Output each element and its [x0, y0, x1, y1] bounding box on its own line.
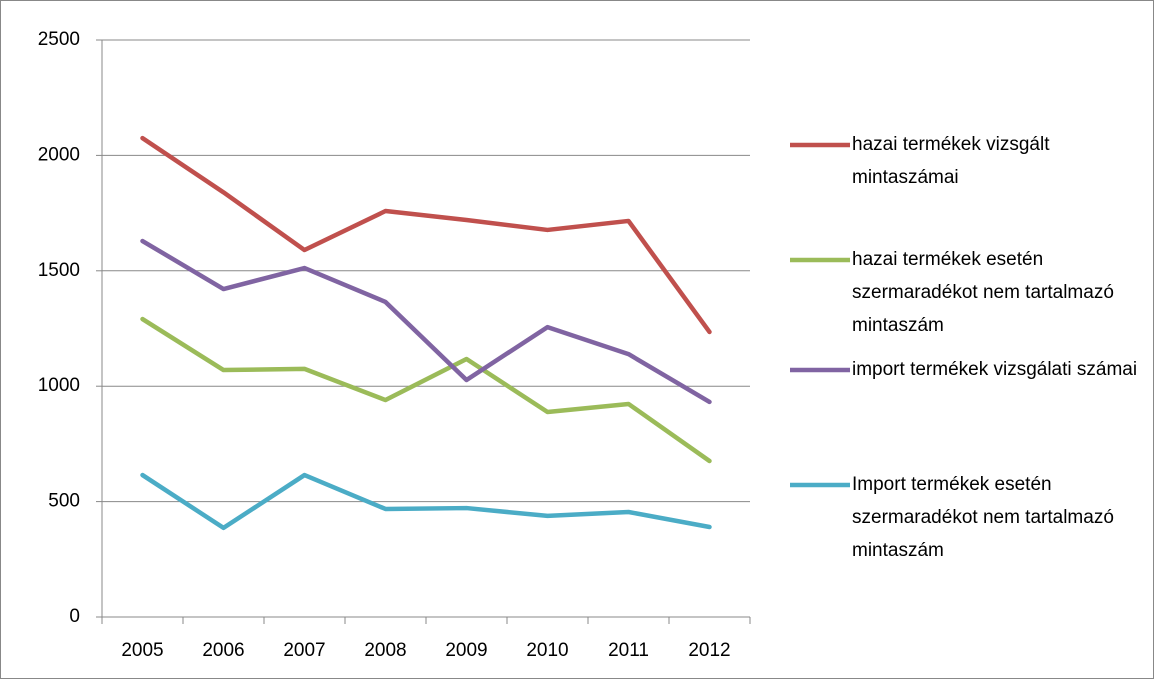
- x-tick-label: 2007: [283, 640, 325, 661]
- legend-label: Import termékek esetén szermaradékot nem…: [852, 474, 1114, 561]
- y-tick-label: 500: [48, 491, 80, 512]
- y-tick-label: 1500: [38, 260, 80, 281]
- legend-label: hazai termékek esetén szermaradékot nem …: [852, 249, 1114, 336]
- y-tick-label: 1000: [38, 375, 80, 396]
- line-series: [140, 135, 712, 335]
- x-tick-label: 2009: [445, 640, 487, 661]
- x-tick-label: 2006: [202, 640, 244, 661]
- x-tick-label: 2005: [121, 640, 163, 661]
- x-tick-label: 2010: [526, 640, 568, 661]
- x-tick-label: 2011: [608, 640, 649, 661]
- y-tick-label: 2000: [38, 144, 80, 165]
- legend-label: import termékek vizsgálati számai: [852, 359, 1138, 380]
- y-tick-label: 2500: [38, 29, 80, 50]
- x-tick-label: 2008: [364, 640, 406, 661]
- x-tick-label: 2012: [688, 640, 730, 661]
- y-tick-label: 0: [69, 606, 80, 627]
- legend-label: hazai termékek vizsgált mintaszámai: [852, 134, 1050, 188]
- line-series: [140, 316, 712, 464]
- line-series: [140, 238, 712, 405]
- line-series: [140, 472, 712, 531]
